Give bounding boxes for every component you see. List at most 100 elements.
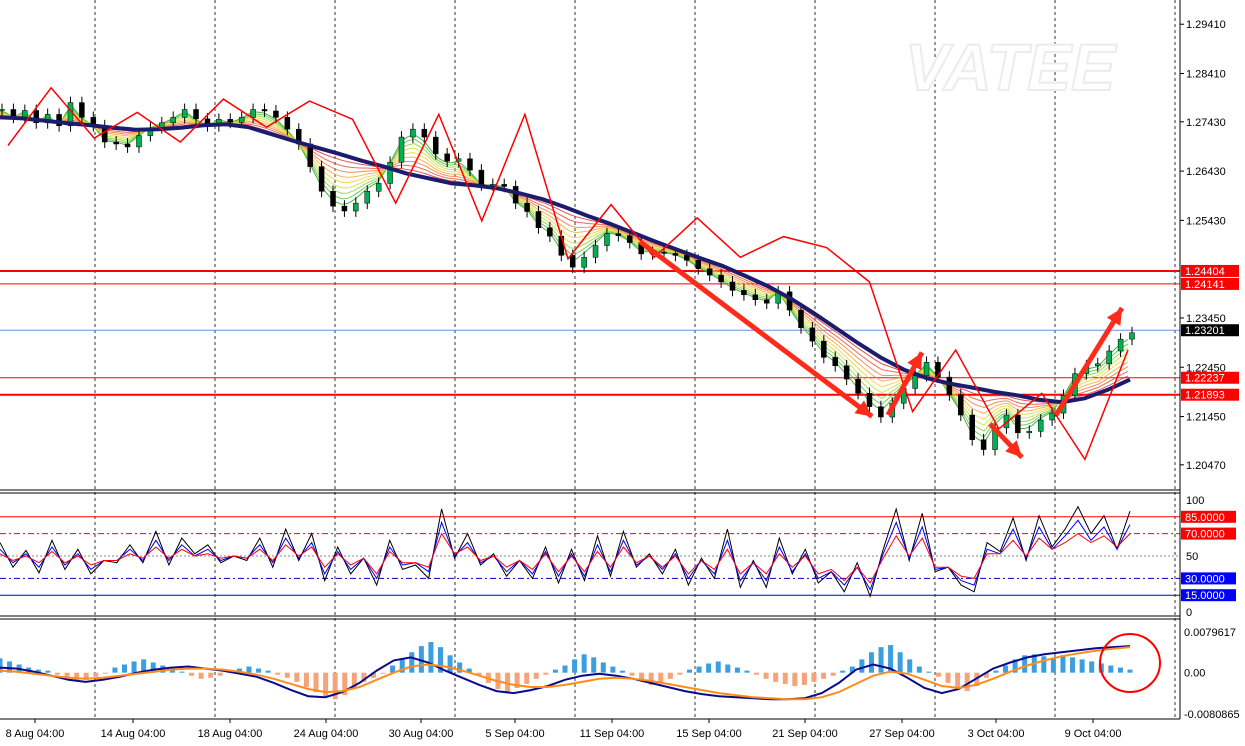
macd-histogram-bar bbox=[600, 662, 606, 673]
oscillator-level-label: 70.0000 bbox=[1185, 529, 1225, 541]
macd-y-axis: 0.0079617 0.00 -0.0080865 bbox=[1184, 627, 1240, 721]
macd-histogram bbox=[0, 642, 1133, 700]
candle-body bbox=[444, 153, 450, 162]
x-tick-label: 5 Sep 04:00 bbox=[485, 728, 544, 740]
macd-histogram-bar bbox=[466, 668, 472, 673]
candle-body bbox=[375, 183, 382, 192]
macd-histogram-bar bbox=[189, 672, 195, 676]
candle-body bbox=[763, 299, 770, 304]
candle-body bbox=[124, 143, 131, 148]
y-tick-label: 1.21450 bbox=[1186, 412, 1226, 424]
macd-histogram-bar bbox=[418, 646, 424, 673]
macd-histogram-bar bbox=[868, 652, 874, 673]
macd-histogram-bar bbox=[505, 672, 511, 693]
candle-body bbox=[832, 357, 838, 367]
macd-histogram-bar bbox=[284, 672, 290, 678]
price-level-tag bbox=[1181, 264, 1239, 277]
macd-histogram-bar bbox=[93, 672, 99, 677]
candle-body bbox=[364, 191, 371, 204]
macd-histogram-bar bbox=[141, 659, 147, 673]
candle-body bbox=[672, 253, 679, 256]
macd-histogram-bar bbox=[45, 670, 51, 673]
candle-body bbox=[752, 294, 759, 300]
candle-body bbox=[695, 260, 702, 269]
zigzag-line bbox=[7, 86, 1129, 462]
macd-histogram-bar bbox=[303, 672, 309, 687]
oscillator-level-tag bbox=[1181, 510, 1236, 523]
candle-body bbox=[1037, 419, 1044, 432]
macd-histogram-bar bbox=[581, 654, 587, 673]
macd-histogram-bar bbox=[821, 672, 827, 679]
macd-histogram-bar bbox=[935, 672, 941, 677]
macd-histogram-bar bbox=[1079, 659, 1085, 673]
candle-body bbox=[501, 184, 507, 187]
x-tick-label: 8 Aug 04:00 bbox=[6, 728, 65, 740]
candle-body bbox=[569, 255, 576, 268]
macd-histogram-bar bbox=[524, 672, 530, 684]
macd-histogram-bar bbox=[754, 672, 760, 675]
candle-body bbox=[684, 255, 690, 261]
macd-histogram-bar bbox=[983, 672, 989, 678]
candle-body bbox=[1095, 363, 1101, 367]
macd-histogram-bar bbox=[179, 671, 185, 673]
y-tick-label: 1.27430 bbox=[1186, 117, 1226, 129]
oscillator-level-label: 30.0000 bbox=[1185, 573, 1225, 585]
candle-body bbox=[615, 233, 622, 236]
candle-body bbox=[661, 252, 667, 254]
macd-histogram-bar bbox=[849, 666, 855, 673]
price-level-label: 1.21893 bbox=[1185, 390, 1225, 402]
macd-histogram-bar bbox=[696, 666, 702, 673]
macd-histogram-bar bbox=[830, 672, 836, 676]
macd-histogram-bar bbox=[1127, 669, 1133, 673]
y-tick-label: 1.22450 bbox=[1186, 362, 1226, 374]
macd-histogram-bar bbox=[706, 663, 712, 673]
candle-body bbox=[821, 340, 827, 358]
trend-arrow-shaft bbox=[1053, 306, 1125, 417]
candle-body bbox=[912, 375, 918, 389]
price-level-tag bbox=[1181, 371, 1239, 384]
macd-histogram-bar bbox=[1117, 667, 1123, 673]
macd-histogram-bar bbox=[1050, 658, 1056, 673]
candle-body bbox=[410, 128, 416, 138]
macd-histogram-bar bbox=[533, 672, 539, 679]
macd-histogram-bar bbox=[686, 669, 692, 673]
macd-histogram-bar bbox=[83, 672, 89, 680]
candle-body bbox=[923, 362, 930, 376]
y-tick-label: 1.28410 bbox=[1186, 69, 1226, 81]
macd-histogram-bar bbox=[409, 652, 415, 673]
candle-body bbox=[1015, 414, 1021, 434]
trend-arrows bbox=[638, 239, 1125, 460]
candle-body bbox=[250, 109, 256, 118]
macd-histogram-bar bbox=[859, 659, 865, 673]
candle-body bbox=[718, 274, 724, 283]
macd-tick-label: 0.00 bbox=[1184, 668, 1205, 680]
macd-tick-label: -0.0080865 bbox=[1184, 709, 1240, 721]
y-tick-label: 1.20470 bbox=[1186, 460, 1226, 472]
oscillator-level-label: 85.0000 bbox=[1185, 512, 1225, 524]
current-price-tag bbox=[1181, 324, 1239, 337]
macd-histogram-bar bbox=[54, 672, 60, 675]
macd-histogram-bar bbox=[514, 672, 520, 689]
candle-body bbox=[958, 394, 964, 416]
macd-histogram-bar bbox=[572, 659, 578, 673]
candle-body bbox=[330, 191, 336, 207]
oscillator-tick-label: 100 bbox=[1186, 495, 1204, 507]
macd-histogram-bar bbox=[811, 672, 817, 682]
macd-histogram-bar bbox=[447, 655, 453, 673]
macd-histogram-bar bbox=[35, 669, 41, 673]
macd-histogram-bar bbox=[955, 672, 961, 689]
macd-histogram-bar bbox=[1012, 659, 1018, 673]
macd-histogram-bar bbox=[74, 672, 80, 681]
candle-body bbox=[1106, 350, 1112, 365]
macd-histogram-bar bbox=[438, 647, 444, 673]
macd-histogram-bar bbox=[217, 672, 223, 676]
y-tick-label: 1.26430 bbox=[1186, 166, 1226, 178]
candle-body bbox=[524, 202, 530, 212]
macd-histogram-bar bbox=[198, 672, 204, 679]
candle-body bbox=[490, 184, 496, 186]
macd-signal-line bbox=[0, 646, 1131, 701]
oscillator-level-tag bbox=[1181, 527, 1236, 540]
oscillator-series-line bbox=[0, 532, 1131, 584]
candle-body bbox=[318, 166, 325, 192]
macd-tick-label: 0.0079617 bbox=[1184, 627, 1236, 639]
